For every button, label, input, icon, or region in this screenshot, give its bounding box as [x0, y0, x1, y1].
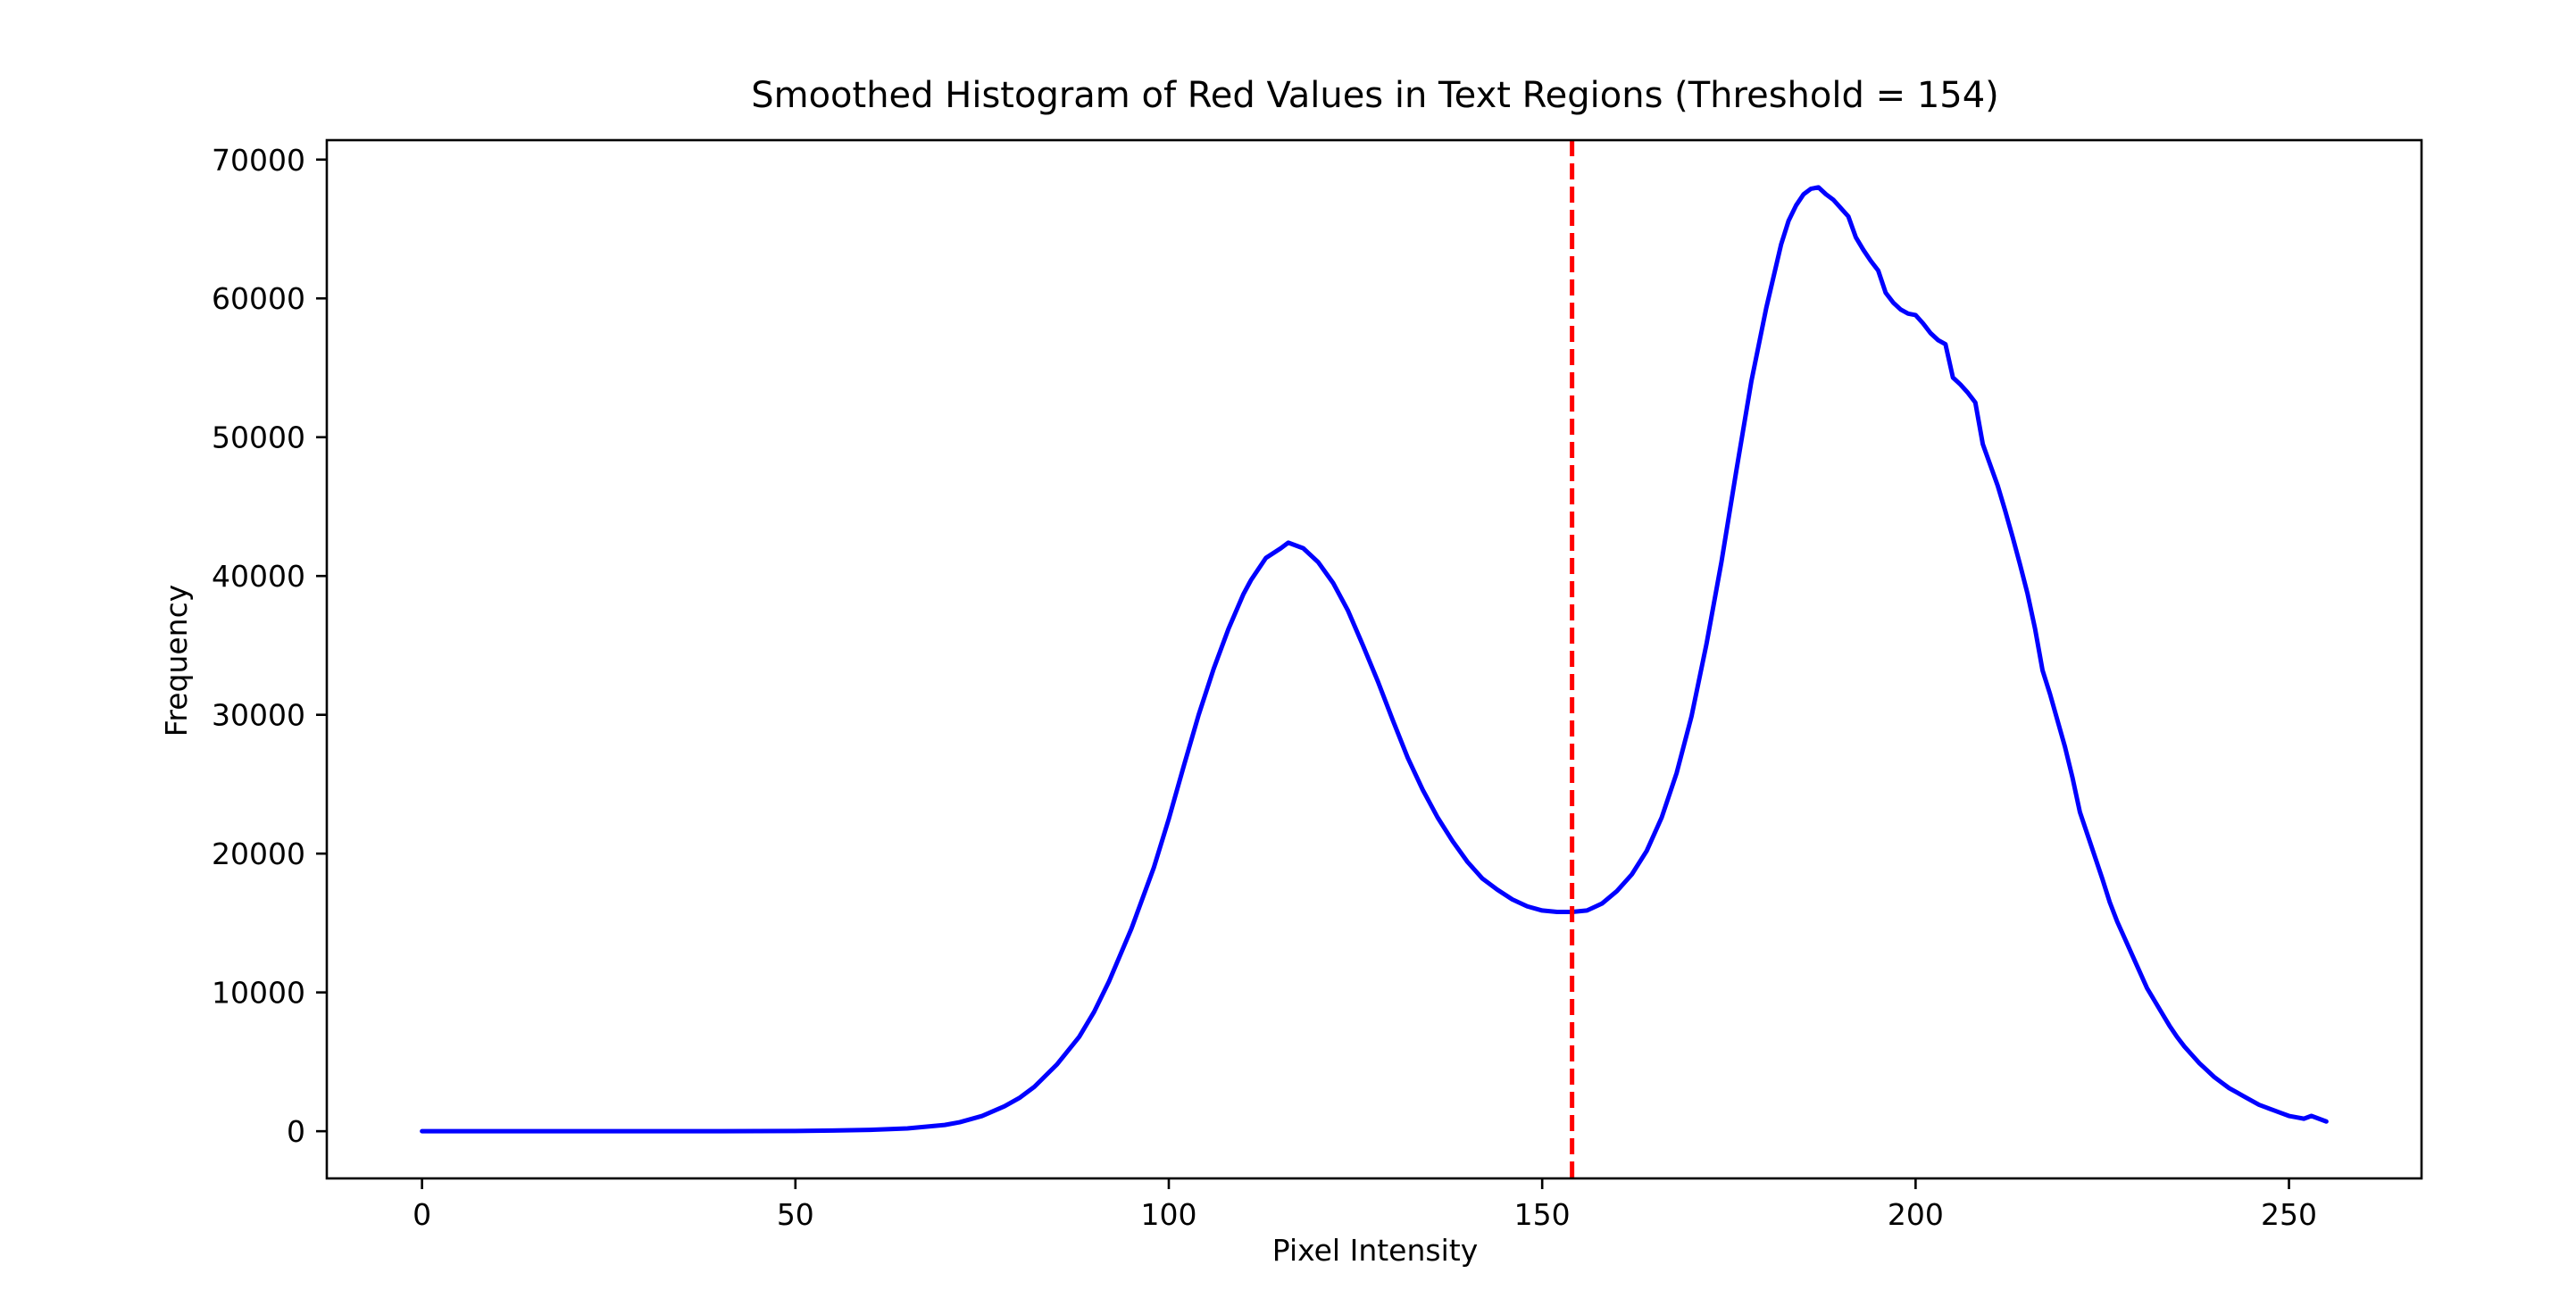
- x-tick-label: 150: [1514, 1197, 1571, 1232]
- plot-frame: [325, 138, 2423, 1180]
- x-tick-label: 250: [2261, 1197, 2317, 1232]
- x-axis-ticks: 0 50 100 150 200 250: [413, 1178, 2317, 1232]
- y-axis-ticks: 0 10000 20000 30000 40000 50000 60000 70000: [212, 143, 327, 1149]
- y-tick-label: 70000: [212, 143, 305, 178]
- plot-area: [420, 140, 2329, 1178]
- y-tick-label: 10000: [212, 976, 305, 1011]
- x-tick-label: 200: [1888, 1197, 1944, 1232]
- x-tick-label: 0: [413, 1197, 431, 1232]
- y-tick-label: 30000: [212, 698, 305, 733]
- y-tick-label: 0: [287, 1114, 305, 1149]
- y-axis-label: Frequency: [159, 585, 194, 737]
- x-tick-label: 50: [777, 1197, 814, 1232]
- x-tick-label: 100: [1141, 1197, 1197, 1232]
- x-axis-label: Pixel Intensity: [1272, 1233, 1478, 1268]
- y-tick-label: 50000: [212, 420, 305, 455]
- series-line-0: [420, 185, 2329, 1134]
- y-tick-label: 20000: [212, 836, 305, 871]
- y-tick-label: 40000: [212, 559, 305, 594]
- chart-title: Smoothed Histogram of Red Values in Text…: [751, 75, 1999, 116]
- y-tick-label: 60000: [212, 281, 305, 316]
